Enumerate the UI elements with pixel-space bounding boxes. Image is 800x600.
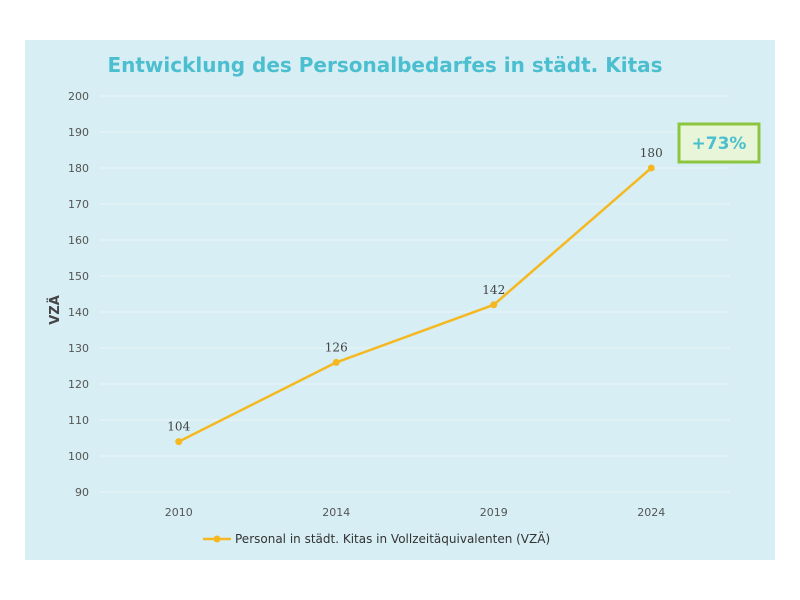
data-label: 104 <box>167 420 190 434</box>
data-point <box>175 438 183 446</box>
x-tick-label: 2010 <box>165 506 193 519</box>
data-label: 180 <box>640 146 663 160</box>
chart-title: Entwicklung des Personalbedarfes in städ… <box>107 53 662 77</box>
growth-annotation-box <box>677 122 761 164</box>
line-chart: Entwicklung des Personalbedarfes in städ… <box>47 53 761 546</box>
y-tick-label: 200 <box>68 90 89 103</box>
y-tick-label: 180 <box>68 162 89 175</box>
y-tick-label: 120 <box>68 378 89 391</box>
y-tick-label: 110 <box>68 414 89 427</box>
data-point <box>332 358 340 366</box>
y-tick-label: 100 <box>68 450 89 463</box>
y-tick-label: 170 <box>68 198 89 211</box>
y-tick-label: 190 <box>68 126 89 139</box>
y-tick-label: 150 <box>68 270 89 283</box>
series-personal <box>175 164 655 446</box>
chart-panel: Entwicklung des Personalbedarfes in städ… <box>25 40 775 560</box>
data-point <box>490 301 498 309</box>
data-labels: 104 126 142 180 <box>167 146 662 434</box>
x-axis-ticks: 2010 2014 2019 2024 <box>165 506 666 519</box>
legend-marker <box>213 535 221 543</box>
gridlines <box>100 95 730 493</box>
legend: Personal in städt. Kitas in Vollzeitäqui… <box>203 531 550 546</box>
growth-annotation: +73% <box>677 122 761 164</box>
legend-entry: Personal in städt. Kitas in Vollzeitäqui… <box>235 531 550 546</box>
y-tick-label: 130 <box>68 342 89 355</box>
data-label: 126 <box>325 340 348 354</box>
y-tick-label: 90 <box>75 486 89 499</box>
x-tick-label: 2019 <box>480 506 508 519</box>
y-tick-label: 140 <box>68 306 89 319</box>
x-tick-label: 2024 <box>637 506 665 519</box>
y-axis-ticks: 90 100 110 120 130 140 150 160 170 180 190 200 <box>68 90 89 499</box>
data-label: 142 <box>482 283 505 297</box>
x-tick-label: 2014 <box>322 506 350 519</box>
y-axis-label: VZÄ <box>47 295 63 325</box>
series-line <box>178 167 653 443</box>
data-point <box>647 164 655 172</box>
growth-annotation-text: +73% <box>692 134 747 154</box>
y-tick-label: 160 <box>68 234 89 247</box>
